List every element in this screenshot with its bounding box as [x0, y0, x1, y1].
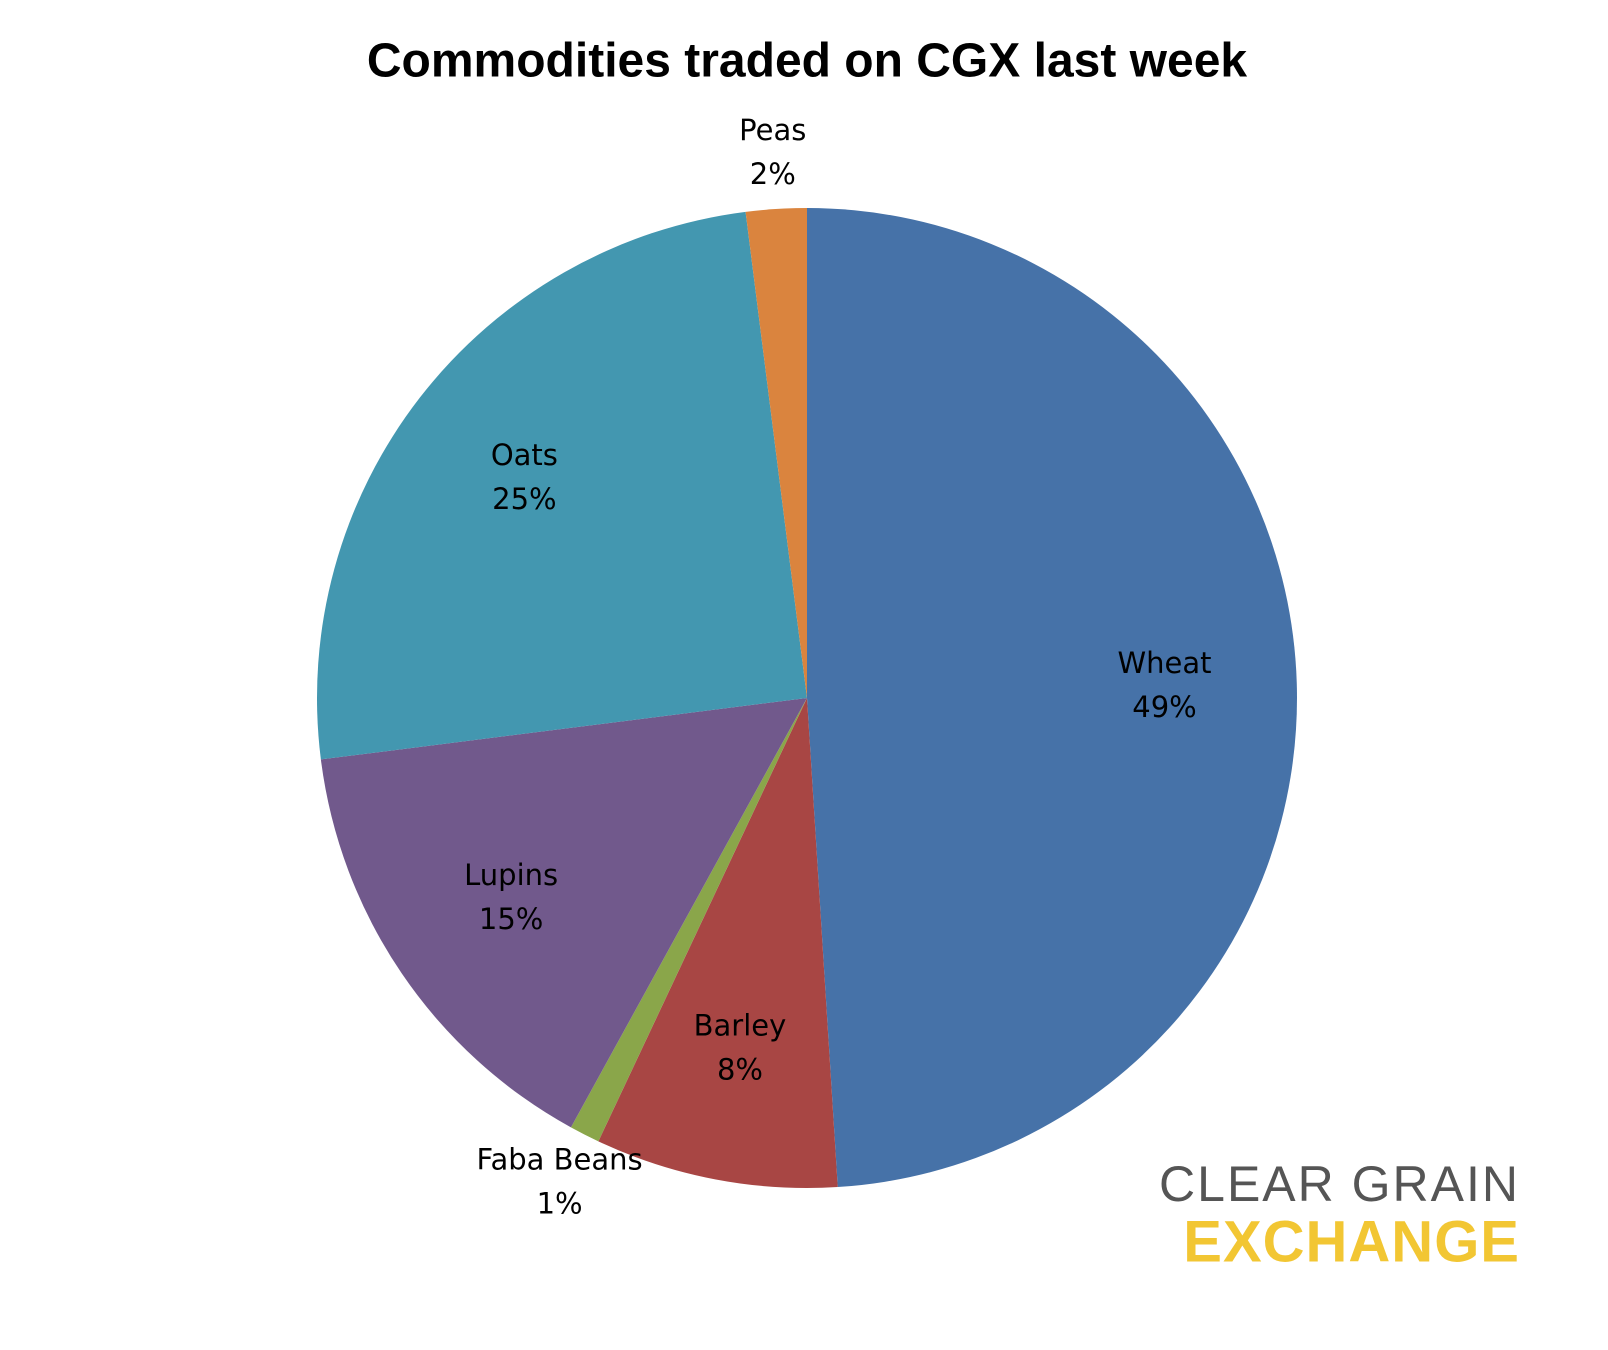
pie-slice — [598, 698, 838, 1188]
slice-label: Barley — [694, 1008, 787, 1042]
value-label: 8% — [717, 1052, 763, 1086]
pie-slice — [745, 208, 807, 698]
pie-slice — [320, 698, 807, 1128]
pie-slice — [317, 211, 807, 760]
value-label: 25% — [492, 482, 556, 516]
value-label: 1% — [537, 1187, 583, 1221]
value-label: 49% — [1132, 690, 1196, 724]
pie-slice — [807, 208, 1297, 1188]
chart-title: Commodities traded on CGX last week — [367, 35, 1248, 88]
slice-label: Faba Beans — [476, 1143, 642, 1177]
slice-label: Peas — [739, 113, 806, 147]
logo: CLEAR GRAIN EXCHANGE — [1159, 1156, 1520, 1274]
logo-line2: EXCHANGE — [1183, 1209, 1520, 1274]
value-label: 2% — [750, 157, 796, 191]
logo-line1: CLEAR GRAIN — [1159, 1156, 1520, 1212]
slice-label: Wheat — [1118, 646, 1212, 680]
pie-slice — [570, 698, 807, 1142]
slice-label: Oats — [491, 438, 558, 472]
slice-label: Lupins — [464, 858, 558, 892]
value-label: 15% — [479, 902, 543, 936]
